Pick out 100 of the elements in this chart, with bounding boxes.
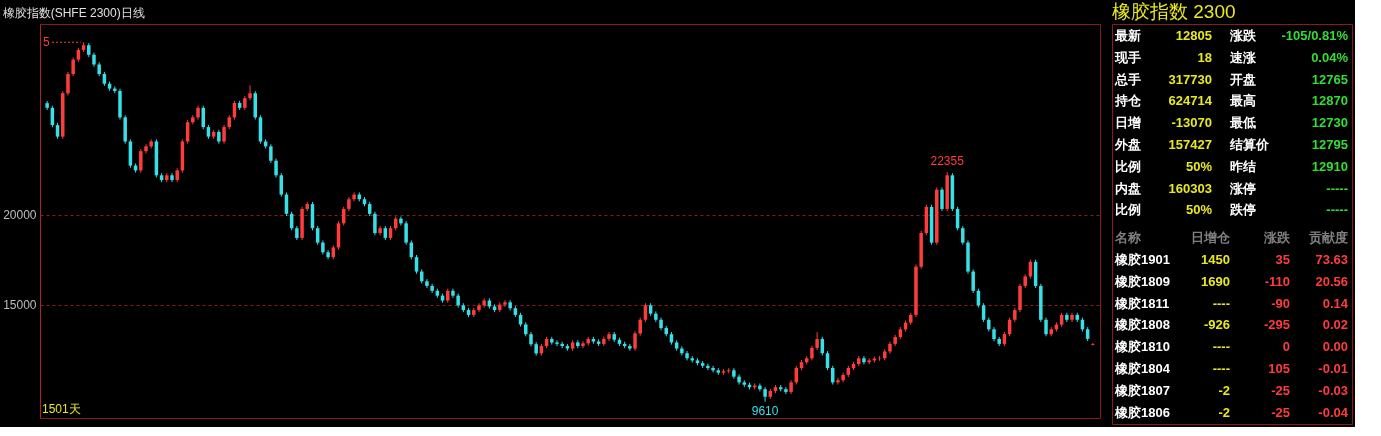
text: 160303	[1168, 180, 1212, 196]
candlestick	[139, 148, 143, 174]
text: 0.00	[1322, 339, 1348, 355]
text: 50%	[1185, 158, 1213, 174]
text: 12805	[1175, 28, 1212, 43]
text: 橡胶1901	[1114, 252, 1170, 267]
text: 比例	[1115, 158, 1141, 174]
candlestick	[680, 345, 684, 356]
text: 比例	[1115, 202, 1141, 218]
candlestick	[758, 382, 762, 392]
text: 日增	[1115, 115, 1141, 131]
text: 外盘	[1114, 137, 1141, 152]
text: ----	[1212, 295, 1230, 311]
text: -2	[1218, 404, 1230, 420]
annotation: 5	[43, 35, 50, 50]
text: 涨跌	[1263, 230, 1291, 246]
text: 105	[1268, 361, 1290, 376]
annotation: 1501天	[42, 402, 81, 416]
text: 跌停	[1229, 202, 1256, 218]
text: 20.56	[1315, 273, 1348, 289]
text: 1450	[1201, 252, 1230, 267]
text: ----	[1212, 339, 1230, 355]
text: 12765	[1311, 71, 1348, 87]
text: 12870	[1311, 93, 1348, 109]
candlestick	[961, 225, 965, 246]
text: -0.03	[1318, 382, 1348, 398]
text: 涨跌	[1229, 28, 1257, 43]
text: -13070	[1171, 115, 1212, 131]
candlestick	[555, 339, 559, 347]
text: 橡胶1807	[1114, 382, 1170, 398]
text: -926	[1203, 317, 1230, 333]
text: 157427	[1168, 137, 1212, 152]
text: -90	[1271, 295, 1290, 311]
text: 橡胶1810	[1114, 339, 1170, 355]
annotation: 9610	[751, 403, 779, 418]
text: -295	[1263, 317, 1290, 333]
candlestick	[981, 302, 986, 323]
text: -0.01	[1318, 361, 1348, 376]
text: -25	[1271, 404, 1290, 420]
candlestick	[581, 340, 585, 349]
text: 最新	[1114, 28, 1141, 43]
candlestick	[404, 220, 408, 246]
candlestick	[706, 363, 710, 371]
candlestick	[414, 254, 419, 275]
text: 橡胶1809	[1114, 273, 1170, 289]
candlestick	[862, 355, 866, 365]
candlestick	[222, 124, 226, 145]
candlestick	[201, 105, 205, 130]
candlestick	[867, 357, 871, 365]
text: 涨停	[1229, 180, 1256, 196]
text: 1690	[1201, 273, 1230, 289]
annotation: 22355	[930, 154, 965, 169]
candlestick	[737, 373, 741, 386]
text: -110	[1264, 273, 1290, 289]
text: 名称	[1114, 230, 1142, 246]
text: 日增仓	[1191, 230, 1231, 246]
text: 最低	[1229, 115, 1256, 131]
candlestick	[971, 268, 975, 294]
candlestick	[269, 143, 273, 164]
text: -----	[1326, 202, 1348, 218]
candlestick	[763, 386, 767, 403]
text: 73.63	[1315, 252, 1348, 267]
text: -2	[1218, 382, 1230, 398]
candlestick	[643, 302, 648, 323]
text: 0.04%	[1311, 49, 1349, 65]
text: 317730	[1168, 71, 1212, 87]
candlestick	[71, 56, 75, 77]
candlestick	[274, 158, 278, 178]
candlestick	[279, 172, 284, 198]
candlestick	[1044, 317, 1048, 337]
text: 0.14	[1322, 295, 1349, 311]
text: ----	[1212, 361, 1230, 376]
candlestick	[315, 225, 320, 246]
candlestick	[503, 299, 507, 308]
candlestick	[373, 211, 377, 236]
candlestick	[836, 377, 840, 386]
candlestick	[815, 331, 819, 351]
candlestick	[633, 330, 637, 352]
text: 结算价	[1229, 137, 1270, 152]
y-tick-label: 15000	[3, 298, 37, 313]
text: 橡胶1811	[1114, 295, 1170, 311]
candlestick	[940, 187, 944, 212]
text: 橡胶1808	[1114, 317, 1170, 333]
text: 内盘	[1115, 180, 1141, 196]
text: 12910	[1311, 158, 1348, 174]
chart-title: 橡胶指数(SHFE 2300)日线	[2, 6, 145, 20]
candlestick	[711, 365, 715, 373]
y-tick-label: 20000	[3, 208, 37, 223]
text: 昨结	[1230, 158, 1256, 174]
text: 贡献度	[1309, 230, 1348, 246]
text: -25	[1271, 382, 1290, 398]
text: 总手	[1114, 71, 1141, 87]
text: 速涨	[1230, 49, 1257, 65]
text: 18	[1197, 49, 1212, 65]
text: 0	[1282, 339, 1290, 355]
text: 12730	[1311, 115, 1348, 131]
text: 橡胶1804	[1114, 361, 1171, 376]
text: 橡胶指数 2300	[1112, 1, 1236, 22]
text: 现手	[1114, 49, 1141, 65]
text: 50%	[1185, 202, 1213, 218]
